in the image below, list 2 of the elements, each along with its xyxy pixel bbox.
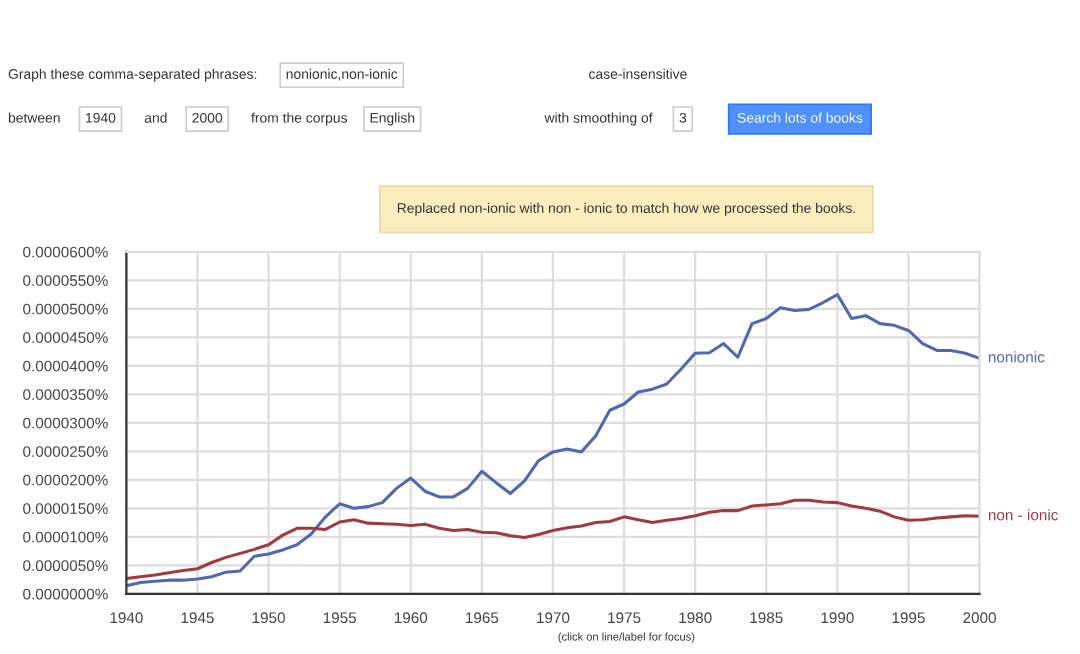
line-series [126, 293, 980, 588]
line-series [126, 498, 980, 580]
